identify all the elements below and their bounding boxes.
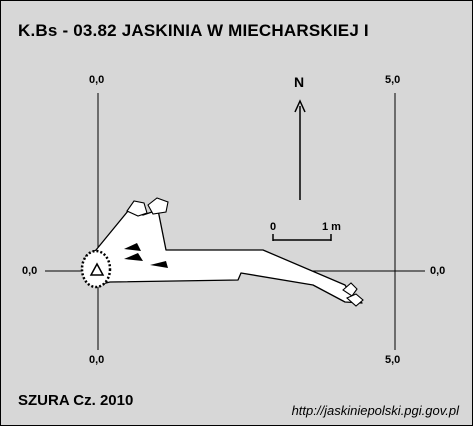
boulder-top [126,197,169,217]
grid-label-bottom-left: 0,0 [89,354,105,366]
cave-passage-outline [83,209,363,304]
north-arrow-icon [294,99,306,200]
grid-label-bottom-right: 5,0 [385,354,401,366]
slope-arrows [124,243,168,268]
grid-label-top-left: 0,0 [89,74,105,86]
survey-author: SZURA Cz. 2010 [18,392,134,409]
grid-label-top-right: 5,0 [385,74,401,86]
scale-label-start: 0 [270,221,277,233]
map-title: K.Bs - 03.82 JASKINIA W MIECHARSKIEJ I [18,21,369,40]
scale-label-end: 1 m [322,221,341,233]
grid-label-right: 0,0 [430,265,446,277]
grid-label-left: 0,0 [22,265,38,277]
entrance-icon [80,249,112,289]
scale-bar [272,234,332,241]
source-link[interactable]: http://jaskiniepolski.pgi.gov.pl [291,403,459,418]
survey-station-triangle-icon [89,262,105,276]
north-label: N [294,74,305,90]
boulder-right [342,282,364,307]
